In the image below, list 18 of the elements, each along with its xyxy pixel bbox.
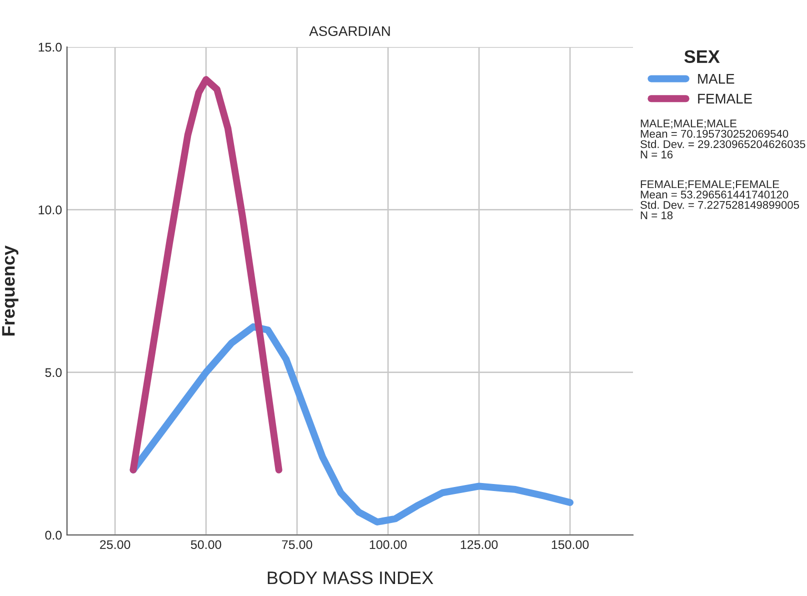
y-tick-label: 5.0	[45, 368, 62, 377]
text: FEMALE;FEMALE;FEMALE Mean = 53.296561441740120 Std. Dev. = 7.227528149899005 N = 18	[640, 180, 800, 220]
y-tick-label: 15.0	[38, 42, 62, 52]
x-tick-label: 75.00	[282, 540, 312, 550]
y-tick-label: 10.0	[38, 205, 62, 214]
text: MALE;MALE;MALE Mean = 70.195730252069540 Std. Dev. = 29.230965204626035 N = 16	[640, 120, 806, 158]
legend-label: FEMALE	[698, 94, 752, 104]
x-tick-label: 25.00	[100, 540, 130, 550]
legend-title: SEX	[684, 50, 720, 63]
y-tick-label: 0.0	[45, 530, 62, 540]
x-tick-label: 125.00	[460, 540, 498, 550]
x-tick-label: 100.00	[370, 540, 407, 550]
x-tick-label: 50.00	[190, 540, 222, 550]
chart-title: ASGARDIAN	[309, 26, 390, 36]
x-tick-label: 150.00	[552, 540, 589, 550]
x-axis-title: BODY MASS INDEX	[268, 571, 434, 584]
y-axis-title: Frequency	[2, 245, 18, 336]
legend-label: MALE	[698, 74, 734, 84]
